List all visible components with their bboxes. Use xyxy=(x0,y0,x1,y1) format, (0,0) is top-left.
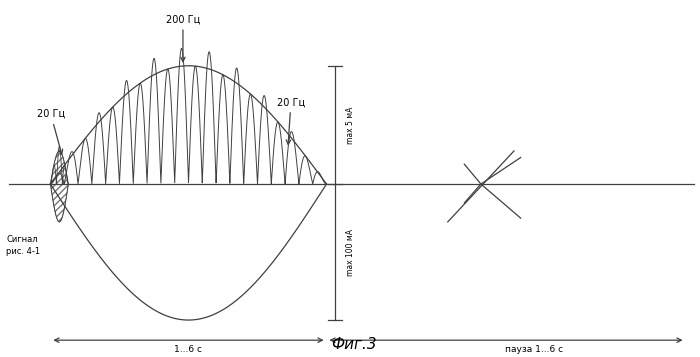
Text: max 5 мА: max 5 мА xyxy=(346,106,355,144)
Text: пауза 1...6 с: пауза 1...6 с xyxy=(505,345,563,354)
Text: 200 Гц: 200 Гц xyxy=(166,14,200,61)
Text: Фиг.3: Фиг.3 xyxy=(331,337,377,352)
Text: max 100 мА: max 100 мА xyxy=(346,228,355,276)
Polygon shape xyxy=(50,151,69,222)
Text: 1...6 с: 1...6 с xyxy=(174,345,202,354)
Text: 20 Гц: 20 Гц xyxy=(36,109,65,154)
Text: Сигнал
рис. 4-1: Сигнал рис. 4-1 xyxy=(6,236,41,256)
Text: 20 Гц: 20 Гц xyxy=(276,97,305,144)
